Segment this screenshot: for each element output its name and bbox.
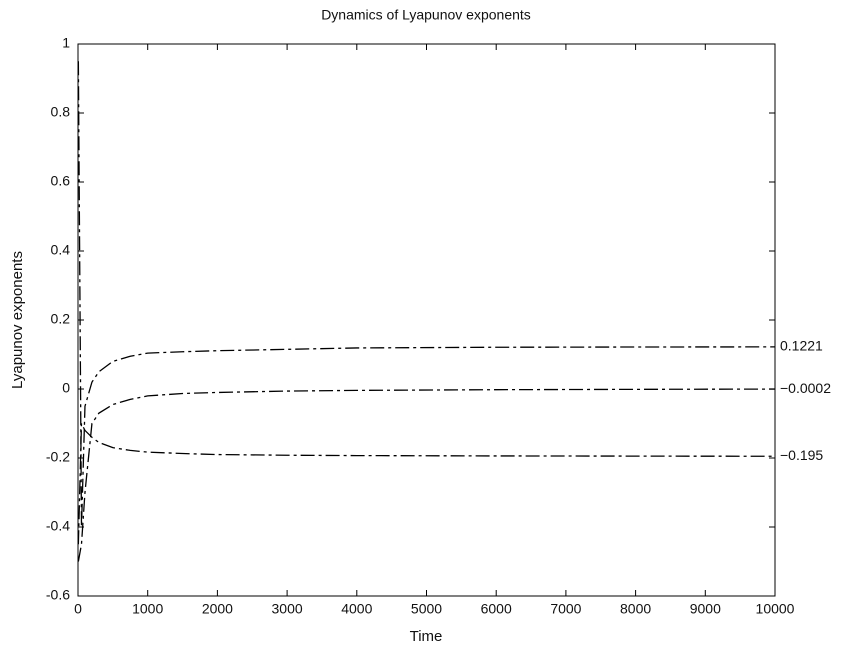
plot-frame <box>77 43 776 597</box>
y-tick-label: -0.4 <box>46 518 70 534</box>
x-tick-label: 4000 <box>341 601 372 617</box>
x-tick-label: 7000 <box>550 601 581 617</box>
y-tick-label: 0.6 <box>51 173 71 189</box>
y-tick-label: -0.6 <box>46 587 70 603</box>
annotation: −0.0002 <box>780 380 831 396</box>
x-tick-label: 2000 <box>202 601 233 617</box>
x-tick-label: 0 <box>74 601 82 617</box>
y-tick-label: 0.4 <box>51 242 71 258</box>
x-tick-label: 5000 <box>411 601 442 617</box>
x-tick-label: 6000 <box>481 601 512 617</box>
x-axis-label: Time <box>410 628 443 645</box>
y-tick-label: 0.2 <box>51 311 71 327</box>
annotation: −0.195 <box>780 447 823 463</box>
y-axis-label: Lyapunov exponents <box>9 251 26 389</box>
x-tick-label: 1000 <box>132 601 163 617</box>
y-tick-label: 0 <box>62 380 70 396</box>
y-tick-label: -0.2 <box>46 449 70 465</box>
x-tick-label: 3000 <box>272 601 303 617</box>
line-series <box>77 388 776 562</box>
x-tick-label: 9000 <box>690 601 721 617</box>
line-series <box>77 61 776 528</box>
chart-title: Dynamics of Lyapunov exponents <box>321 7 531 23</box>
x-tick-label: 8000 <box>620 601 651 617</box>
y-tick-label: 0.8 <box>51 104 71 120</box>
annotation: 0.1221 <box>780 338 823 354</box>
y-tick-label: 1 <box>62 35 70 51</box>
x-tick-label: 10000 <box>756 601 795 617</box>
line-series <box>77 423 776 545</box>
